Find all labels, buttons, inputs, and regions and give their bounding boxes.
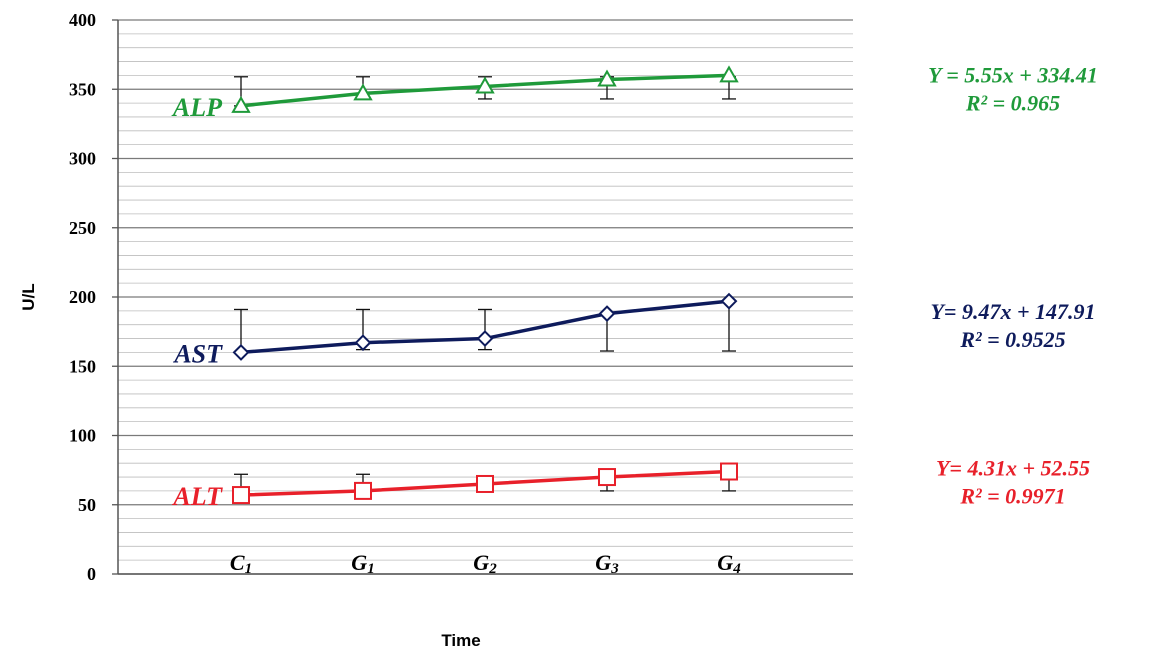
y-axis-title: U/L — [19, 283, 38, 310]
data-point-marker — [232, 486, 250, 505]
x-tick-label: C1 — [230, 550, 252, 577]
data-point-marker — [475, 76, 495, 94]
data-point-marker — [476, 330, 494, 347]
data-point-marker — [354, 334, 372, 352]
data-point-marker — [354, 481, 372, 500]
series-ast — [232, 292, 738, 361]
y-tick-label: 400 — [69, 10, 96, 30]
y-tick-label: 50 — [78, 495, 96, 515]
data-point-marker — [232, 343, 250, 361]
x-tick-label: G4 — [717, 550, 741, 577]
data-point-marker — [598, 468, 616, 487]
trend-equation: Y = 5.55x + 334.41 — [928, 63, 1098, 88]
x-axis-title: Time — [441, 631, 480, 650]
y-tick-label: 0 — [87, 564, 96, 584]
trend-r-squared: R² = 0.965 — [965, 91, 1060, 116]
data-point-marker — [476, 474, 494, 493]
series-labels: ALP AST ALT — [171, 93, 223, 511]
x-tick-label: G3 — [595, 550, 619, 577]
series-name-label: ALT — [171, 482, 223, 511]
y-tick-label: 350 — [69, 79, 96, 99]
x-tick-label: G1 — [351, 550, 374, 577]
data-series — [231, 65, 739, 505]
trend-equation: Y= 4.31x + 52.55 — [936, 455, 1090, 480]
data-point-marker — [353, 83, 373, 101]
data-point-marker — [719, 65, 739, 83]
data-point-marker — [597, 69, 617, 87]
data-point-marker — [720, 462, 738, 481]
x-tick-label: G2 — [473, 550, 497, 577]
x-tick-labels: C1 G1 G2 G3 G4 — [230, 550, 741, 577]
series-alt — [232, 462, 738, 505]
trend-equations: Y = 5.55x + 334.41 R² = 0.965 Y= 9.47x + 1… — [928, 63, 1098, 509]
y-tick-labels: 0 50 100 150 200 250 300 350 400 — [69, 10, 96, 584]
y-tick-label: 300 — [69, 149, 96, 169]
axes — [112, 19, 853, 575]
series-alp — [231, 65, 739, 113]
data-point-marker — [598, 305, 616, 323]
series-name-label: ALP — [171, 93, 223, 122]
data-point-marker — [720, 292, 738, 310]
y-tick-label: 150 — [69, 356, 96, 376]
y-tick-label: 200 — [69, 287, 96, 307]
y-tick-label: 100 — [69, 426, 96, 446]
trend-r-squared: R² = 0.9525 — [959, 327, 1065, 352]
grid-lines — [118, 19, 853, 575]
data-point-marker — [231, 95, 251, 113]
y-tick-label: 250 — [69, 218, 96, 238]
trend-equation: Y= 9.47x + 147.91 — [930, 299, 1095, 324]
series-name-label: AST — [172, 339, 223, 368]
trend-r-squared: R² = 0.9971 — [959, 483, 1065, 508]
